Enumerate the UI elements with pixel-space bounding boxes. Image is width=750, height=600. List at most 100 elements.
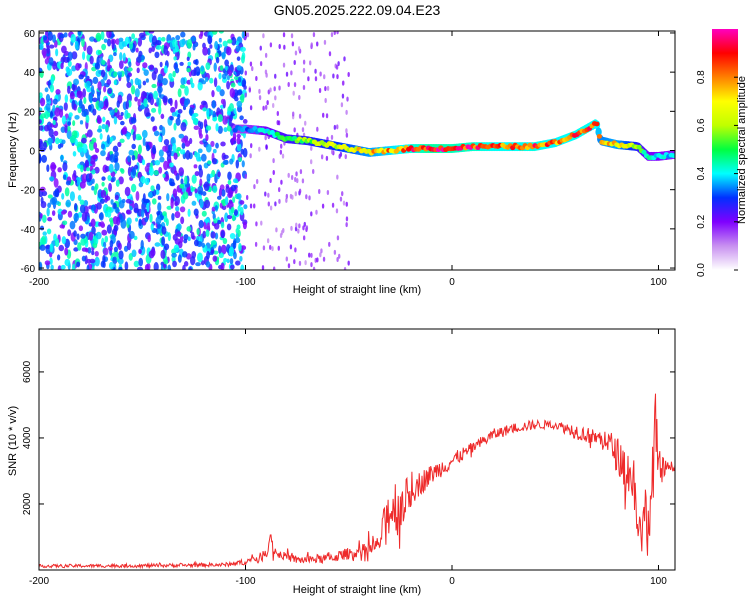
- noise-speckle: [194, 240, 199, 247]
- noise-speckle: [73, 213, 79, 222]
- noise-speckle: [58, 144, 61, 149]
- noise-speckle: [212, 100, 216, 109]
- noise-speckle: [108, 183, 112, 192]
- noise-speckle: [73, 79, 79, 86]
- noise-speckle: [115, 195, 119, 201]
- noise-speckle: [74, 203, 77, 211]
- noise-speckle: [137, 153, 141, 162]
- noise-speckle: [142, 62, 147, 68]
- noise-speckle: [227, 224, 231, 231]
- noise-speckle: [100, 150, 106, 156]
- noise-speckle: [62, 220, 67, 225]
- noise-speckle: [72, 120, 75, 126]
- noise-speckle: [91, 205, 96, 211]
- noise-speckle: [107, 88, 112, 94]
- noise-speckle: [202, 211, 207, 217]
- noise-speckle: [150, 185, 154, 191]
- noise-speckle: [79, 99, 83, 109]
- noise-speckle: [282, 154, 284, 159]
- noise-speckle: [141, 209, 144, 218]
- noise-speckle: [92, 98, 98, 103]
- noise-speckle: [160, 62, 163, 68]
- noise-speckle: [101, 60, 105, 65]
- noise-speckle: [286, 194, 288, 199]
- noise-speckle: [91, 250, 94, 255]
- noise-speckle: [316, 127, 318, 132]
- noise-speckle: [109, 262, 114, 269]
- noise-speckle: [64, 32, 68, 37]
- noise-speckle: [88, 105, 91, 112]
- noise-speckle: [196, 152, 201, 162]
- noise-speckle: [175, 45, 179, 52]
- noise-speckle: [294, 82, 296, 87]
- noise-speckle: [199, 133, 203, 139]
- noise-speckle: [175, 211, 181, 218]
- noise-speckle: [186, 226, 191, 231]
- noise-speckle: [77, 177, 80, 187]
- noise-speckle: [332, 73, 334, 78]
- noise-speckle: [96, 232, 102, 240]
- noise-speckle: [274, 74, 276, 79]
- noise-speckle: [86, 167, 90, 171]
- y-tick-label: -40: [21, 225, 36, 236]
- noise-speckle: [210, 231, 215, 238]
- noise-speckle: [170, 182, 176, 186]
- noise-speckle: [183, 239, 187, 244]
- noise-speckle: [180, 122, 186, 131]
- noise-speckle: [239, 115, 243, 120]
- x-tick-label: -100: [235, 277, 255, 288]
- noise-speckle: [239, 200, 244, 205]
- noise-speckle: [55, 238, 59, 247]
- noise-speckle: [60, 155, 63, 163]
- noise-speckle: [131, 144, 136, 149]
- noise-speckle: [75, 41, 79, 50]
- noise-speckle: [172, 261, 177, 268]
- noise-speckle: [98, 101, 103, 109]
- noise-speckle: [237, 224, 241, 230]
- noise-speckle: [188, 62, 192, 66]
- noise-speckle: [191, 232, 195, 240]
- noise-speckle: [255, 76, 257, 81]
- noise-speckle: [194, 67, 197, 76]
- noise-speckle: [196, 228, 199, 235]
- noise-speckle: [46, 94, 50, 102]
- noise-speckle: [148, 48, 151, 54]
- noise-speckle: [274, 201, 276, 206]
- noise-speckle: [40, 113, 46, 118]
- noise-speckle: [163, 161, 168, 171]
- noise-speckle: [67, 229, 71, 236]
- noise-speckle: [292, 111, 294, 116]
- noise-speckle: [104, 39, 108, 43]
- noise-speckle: [116, 179, 120, 186]
- colorbar-tick-label: 0.6: [696, 118, 707, 132]
- noise-speckle: [114, 117, 117, 125]
- noise-speckle: [258, 147, 260, 152]
- noise-speckle: [173, 188, 177, 197]
- noise-speckle: [151, 84, 156, 88]
- noise-speckle: [142, 130, 148, 138]
- noise-speckle: [110, 199, 113, 205]
- noise-speckle: [295, 191, 297, 196]
- noise-speckle: [95, 183, 99, 190]
- noise-speckle: [229, 117, 232, 126]
- noise-speckle: [97, 117, 102, 124]
- noise-speckle: [231, 207, 235, 213]
- noise-speckle: [45, 260, 51, 265]
- noise-speckle: [157, 202, 161, 211]
- noise-speckle: [206, 229, 210, 236]
- noise-speckle: [131, 33, 135, 39]
- noise-speckle: [304, 260, 306, 265]
- noise-speckle: [120, 112, 123, 116]
- y-tick-label: 4000: [22, 426, 33, 449]
- noise-speckle: [272, 158, 274, 163]
- noise-speckle: [345, 222, 347, 227]
- noise-speckle: [229, 103, 234, 112]
- noise-speckle: [128, 61, 131, 67]
- noise-speckle: [75, 139, 78, 146]
- noise-speckle: [55, 48, 58, 56]
- noise-speckle: [132, 167, 136, 175]
- noise-speckle: [76, 262, 80, 268]
- noise-speckle: [180, 216, 184, 224]
- noise-speckle: [278, 246, 280, 251]
- noise-speckle: [292, 41, 294, 46]
